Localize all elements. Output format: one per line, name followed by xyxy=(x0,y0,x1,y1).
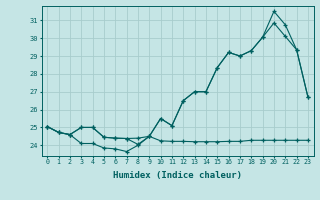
X-axis label: Humidex (Indice chaleur): Humidex (Indice chaleur) xyxy=(113,171,242,180)
